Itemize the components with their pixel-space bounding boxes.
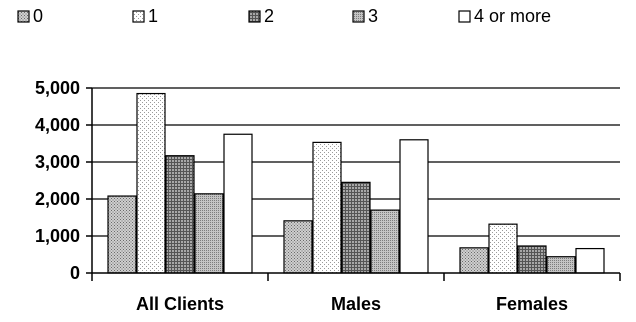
y-tick-label-0: 0 [70, 263, 80, 283]
legend: 0 1 2 3 4 or more [17, 6, 551, 26]
bars [107, 92, 605, 274]
legend-label-1: 1 [148, 6, 158, 26]
bar-1-3 [370, 209, 400, 274]
x-category-label-1: Males [331, 294, 381, 314]
legend-label-3: 3 [368, 6, 378, 26]
y-tick-labels: 0 1,000 2,000 3,000 4,000 5,000 [35, 78, 80, 283]
legend-item-0: 0 [17, 6, 43, 26]
bar-1-2 [341, 181, 371, 274]
legend-item-1: 1 [132, 6, 158, 26]
bar-0-4 [223, 133, 253, 274]
x-category-label-2: Females [496, 294, 568, 314]
legend-item-4: 4 or more [458, 6, 551, 26]
bar-2-2 [517, 245, 547, 274]
bar-2-0 [459, 247, 489, 274]
legend-swatch-2 [248, 10, 261, 23]
bar-0-2 [165, 155, 195, 274]
bar-1-1 [312, 141, 342, 274]
legend-swatch-1 [132, 10, 145, 23]
legend-item-2: 2 [248, 6, 274, 26]
y-tick-label-5: 5,000 [35, 78, 80, 98]
legend-swatch-0 [17, 10, 30, 23]
bar-0-1 [136, 92, 166, 274]
y-tick-label-4: 4,000 [35, 115, 80, 135]
bar-0-0 [107, 195, 137, 274]
bar-2-1 [488, 223, 518, 274]
bar-1-4 [399, 139, 429, 274]
legend-item-3: 3 [352, 6, 378, 26]
x-category-labels: All Clients Males Females [136, 294, 568, 314]
bar-0-3 [194, 193, 224, 274]
y-tick-label-2: 2,000 [35, 189, 80, 209]
legend-swatch-4 [458, 10, 471, 23]
y-tick-label-1: 1,000 [35, 226, 80, 246]
bar-2-4 [575, 247, 605, 274]
x-category-label-0: All Clients [136, 294, 224, 314]
bar-1-0 [283, 220, 313, 274]
legend-swatch-3 [352, 10, 365, 23]
legend-label-0: 0 [33, 6, 43, 26]
bar-2-3 [546, 256, 576, 274]
y-tick-label-3: 3,000 [35, 152, 80, 172]
legend-label-2: 2 [264, 6, 274, 26]
legend-label-4: 4 or more [474, 6, 551, 26]
axes [86, 87, 621, 281]
